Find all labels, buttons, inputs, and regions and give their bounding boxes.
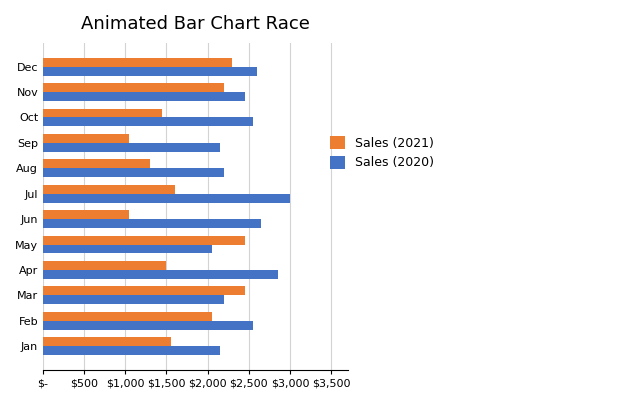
Bar xyxy=(43,168,224,177)
Bar xyxy=(43,286,245,295)
Bar xyxy=(43,92,245,101)
Bar xyxy=(43,236,245,244)
Bar xyxy=(43,67,257,76)
Bar xyxy=(43,118,253,126)
Bar xyxy=(43,337,171,346)
Bar xyxy=(43,295,224,304)
Bar xyxy=(43,270,278,279)
Bar xyxy=(43,312,212,321)
Bar xyxy=(43,83,224,92)
Bar xyxy=(43,321,253,330)
Legend: Sales (2021), Sales (2020): Sales (2021), Sales (2020) xyxy=(325,131,439,175)
Bar xyxy=(43,219,261,228)
Bar xyxy=(43,58,232,67)
Bar xyxy=(43,194,290,203)
Title: Animated Bar Chart Race: Animated Bar Chart Race xyxy=(81,15,310,33)
Bar xyxy=(43,185,174,194)
Bar xyxy=(43,346,220,355)
Bar xyxy=(43,244,212,253)
Bar xyxy=(43,210,130,219)
Bar xyxy=(43,143,220,152)
Bar xyxy=(43,160,150,168)
Bar xyxy=(43,109,163,118)
Bar xyxy=(43,134,130,143)
Bar xyxy=(43,261,166,270)
